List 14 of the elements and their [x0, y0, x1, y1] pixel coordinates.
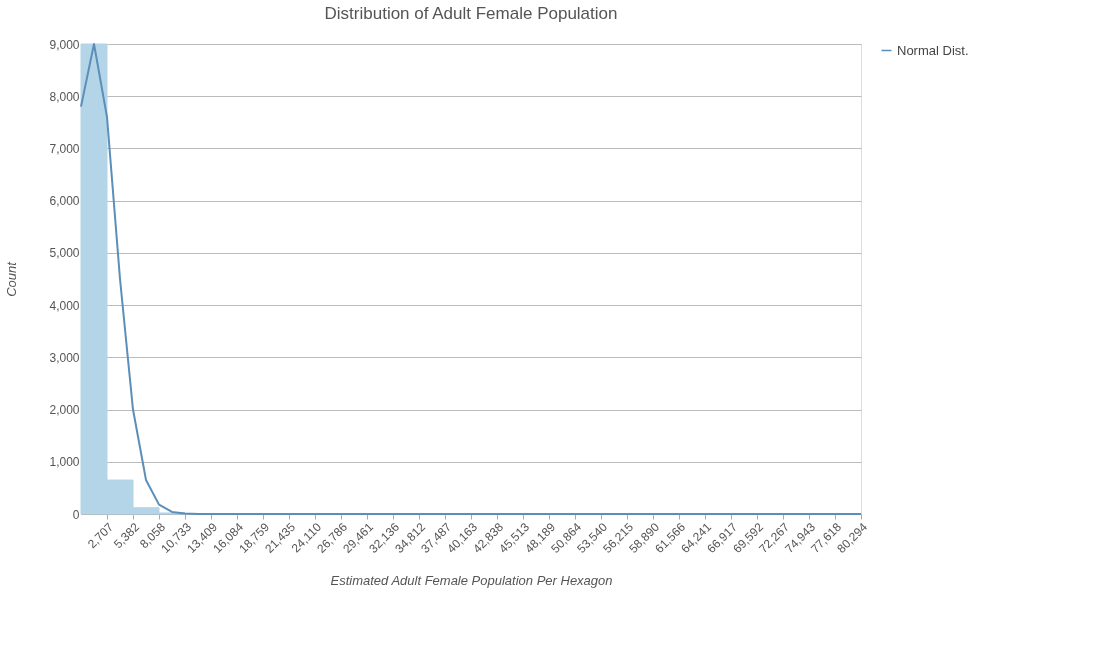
y-tick-label: 1,000: [49, 455, 80, 470]
x-axis-title: Estimated Adult Female Population Per Hexagon: [330, 573, 613, 589]
y-tick-label: 5,000: [49, 246, 80, 261]
chart-title: Distribution of Adult Female Population: [324, 4, 618, 23]
y-tick-label: 9,000: [49, 37, 80, 52]
y-tick-label: 2,000: [49, 403, 80, 418]
y-tick-label: 3,000: [49, 350, 80, 365]
y-axis-title: Count: [4, 260, 20, 297]
y-tick-label: 7,000: [49, 141, 80, 156]
y-tick-label: 6,000: [49, 194, 80, 209]
y-tick-label: 8,000: [49, 89, 80, 104]
y-tick-label: 0: [72, 507, 80, 522]
y-tick-label: 4,000: [49, 298, 80, 313]
legend-label: Normal Dist.: [897, 42, 969, 58]
